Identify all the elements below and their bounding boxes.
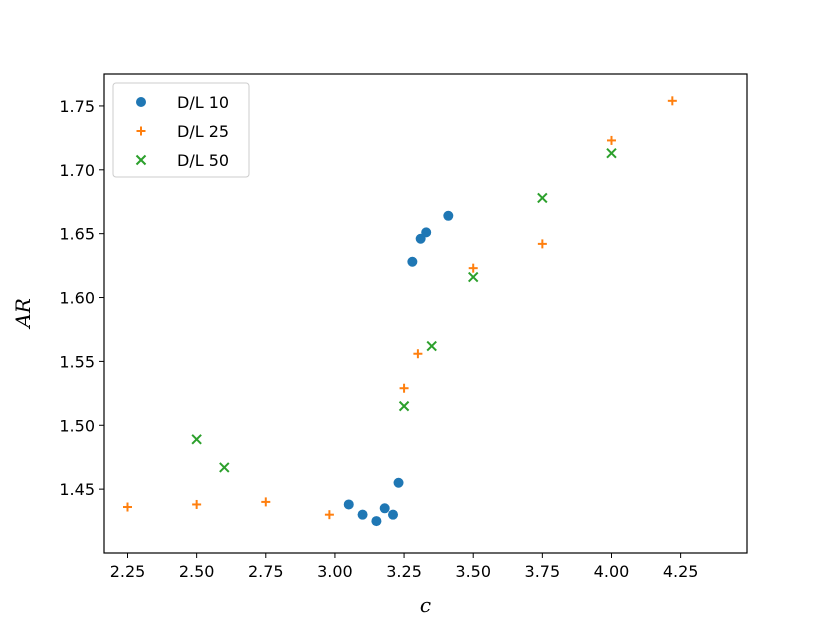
data-point bbox=[398, 400, 410, 412]
data-point bbox=[123, 502, 133, 512]
x-tick-label: 3.50 bbox=[455, 562, 491, 581]
data-point bbox=[421, 227, 432, 238]
y-tick-label: 1.75 bbox=[59, 97, 95, 116]
legend-marker bbox=[136, 97, 146, 107]
y-tick-label: 1.55 bbox=[59, 352, 95, 371]
x-axis: 2.25 2.50 2.75 3.00 3.25 3.50 3.75 4.00 4.25 bbox=[110, 553, 699, 581]
data-point bbox=[388, 509, 399, 520]
data-point bbox=[219, 462, 230, 473]
x-tick-label: 3.75 bbox=[525, 562, 561, 581]
data-point bbox=[606, 147, 617, 159]
data-point bbox=[413, 349, 423, 359]
legend-label: D/L 10 bbox=[177, 93, 229, 112]
data-point bbox=[407, 256, 418, 267]
data-point bbox=[357, 509, 368, 520]
data-point bbox=[537, 239, 547, 249]
legend-label: D/L 25 bbox=[177, 122, 229, 141]
legend-marker bbox=[135, 154, 147, 166]
x-tick-label: 3.25 bbox=[386, 562, 422, 581]
y-tick-label: 1.70 bbox=[59, 161, 95, 180]
legend-box bbox=[112, 82, 250, 178]
x-axis-label: c bbox=[420, 593, 431, 617]
data-point bbox=[399, 383, 409, 393]
data-point bbox=[426, 340, 437, 352]
y-tick-label: 1.60 bbox=[59, 289, 95, 308]
data-point bbox=[343, 499, 354, 510]
series-2 bbox=[123, 96, 677, 520]
y-tick-label: 1.50 bbox=[59, 416, 95, 435]
data-point bbox=[443, 210, 454, 221]
data-point bbox=[393, 477, 404, 488]
x-tick-label: 2.50 bbox=[179, 562, 215, 581]
x-tick-label: 2.25 bbox=[110, 562, 146, 581]
x-tick-label: 2.75 bbox=[248, 562, 284, 581]
data-point bbox=[467, 271, 479, 283]
y-tick-label: 1.45 bbox=[59, 480, 95, 499]
data-point bbox=[606, 135, 616, 145]
data-point bbox=[324, 510, 334, 520]
data-point bbox=[261, 497, 271, 507]
data-point bbox=[667, 96, 677, 106]
series-3 bbox=[191, 147, 617, 473]
y-axis-label: AR bbox=[11, 298, 35, 330]
data-points bbox=[123, 96, 677, 527]
y-axis: 1.45 1.50 1.55 1.60 1.65 1.70 1.75 bbox=[59, 97, 104, 499]
data-point bbox=[191, 434, 202, 445]
data-point bbox=[192, 499, 202, 509]
data-point bbox=[371, 516, 382, 527]
data-point bbox=[537, 192, 548, 204]
plot-frame bbox=[103, 73, 748, 554]
x-tick-label: 3.00 bbox=[317, 562, 353, 581]
series-1 bbox=[343, 210, 454, 527]
data-point bbox=[379, 503, 390, 514]
legend-label: D/L 50 bbox=[177, 151, 229, 170]
legend-marker bbox=[136, 126, 146, 136]
legend: D/L 10 D/L 25 D/L 50 bbox=[112, 82, 250, 178]
x-tick-label: 4.25 bbox=[663, 562, 699, 581]
data-point bbox=[468, 263, 478, 273]
x-tick-label: 4.00 bbox=[594, 562, 630, 581]
y-tick-label: 1.65 bbox=[59, 225, 95, 244]
